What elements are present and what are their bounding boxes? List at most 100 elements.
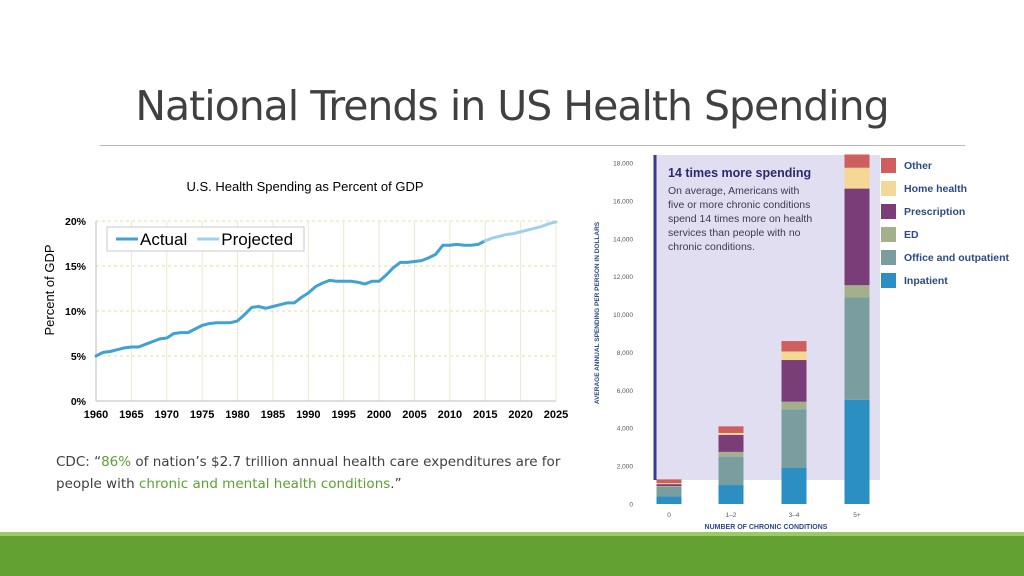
x-tick-label: 1995 <box>331 409 355 421</box>
bar-segment-home-health <box>781 351 807 361</box>
bar-chart-axes: 0 2,000 4,000 6,000 8,000 10,000 12,000 14,000 1… <box>613 161 861 520</box>
bar-legend-label: Home health <box>904 183 967 195</box>
legend-label: Projected <box>221 230 293 249</box>
bar-segment-office-and-outpatient <box>718 456 744 486</box>
bar-y-tick-label: 10,000 <box>613 312 633 319</box>
x-tick-label: 1975 <box>190 409 214 421</box>
bar-chart-ylabel: AVERAGE ANNUAL SPENDING PER PERSON IN DO… <box>594 221 601 404</box>
bar-segment-prescription <box>781 360 807 402</box>
caption-highlight-conditions: chronic and mental health conditions <box>138 476 391 492</box>
annotation-line: spend 14 times more on health <box>668 213 812 225</box>
bar-segment-inpatient <box>781 468 807 504</box>
bar-y-tick-label: 16,000 <box>613 198 633 205</box>
bar-segment-home-health <box>656 483 682 485</box>
bar-legend-swatch <box>881 250 896 265</box>
bar-segment-ed <box>718 451 744 457</box>
x-tick-label: 2000 <box>367 409 391 421</box>
bar-x-tick-label: 5+ <box>853 512 861 519</box>
bar-segment-ed <box>656 486 682 487</box>
bar-y-tick-label: 2,000 <box>617 464 634 471</box>
annotation-heading: 14 times more spending <box>668 166 811 180</box>
bar-segment-home-health <box>718 432 744 435</box>
bar-legend-swatch <box>881 273 896 288</box>
y-tick-label: 20% <box>65 216 87 228</box>
bar-chart-annotation: 14 times more spending On average, Americ… <box>668 166 812 253</box>
annotation-line: On average, Americans with <box>668 185 799 197</box>
x-tick-label: 1960 <box>84 409 108 421</box>
bar-legend-swatch <box>881 204 896 219</box>
bar-legend-label: Inpatient <box>904 275 948 287</box>
bar-segment-other <box>844 154 870 168</box>
y-tick-label: 15% <box>65 261 87 273</box>
bar-segment-office-and-outpatient <box>781 409 807 469</box>
series-line-projected <box>483 220 558 243</box>
title-divider <box>100 145 965 146</box>
line-chart-title: U.S. Health Spending as Percent of GDP <box>186 179 423 194</box>
annotation-line: services than people with no <box>668 227 801 239</box>
x-tick-label: 2015 <box>473 409 497 421</box>
y-tick-label: 5% <box>71 351 87 363</box>
legend-label: Actual <box>140 230 187 249</box>
bar-chart-annotation-background <box>655 155 880 480</box>
line-chart-ylabel: Percent of GDP <box>42 244 57 335</box>
bar-segment-home-health <box>844 167 870 189</box>
x-tick-label: 2025 <box>544 409 568 421</box>
bar-segment-prescription <box>718 434 744 452</box>
annotation-line: five or more chronic conditions <box>668 199 810 211</box>
bar-segment-inpatient <box>718 485 744 504</box>
bar-legend-swatch <box>881 158 896 173</box>
bar-segment-inpatient <box>656 496 682 504</box>
x-tick-label: 2020 <box>508 409 532 421</box>
bar-chart-legend: Other Home health Prescription ED Office and… <box>881 158 1010 288</box>
line-chart-series <box>94 220 558 358</box>
bar-x-tick-label: 3–4 <box>789 512 800 519</box>
bar-x-tick-label: 0 <box>667 512 671 519</box>
bar-y-tick-label: 8,000 <box>617 350 634 357</box>
caption-suffix: .” <box>390 476 402 492</box>
x-tick-label: 1970 <box>155 409 179 421</box>
bar-segment-inpatient <box>844 399 870 504</box>
bar-x-tick-label: 1–2 <box>726 512 737 519</box>
bar-legend-label: ED <box>904 229 919 241</box>
bar-segment-office-and-outpatient <box>844 297 870 400</box>
annotation-line: chronic conditions. <box>668 241 755 253</box>
caption-highlight-percent: 86% <box>101 454 132 470</box>
bar-segment-ed <box>844 285 870 298</box>
x-tick-label: 1965 <box>119 409 143 421</box>
x-tick-label: 2010 <box>438 409 462 421</box>
bar-y-tick-label: 0 <box>629 502 633 509</box>
line-chart-legend: Actual Projected <box>106 226 305 252</box>
caption-prefix: CDC: “ <box>56 454 102 470</box>
bar-y-tick-label: 6,000 <box>617 388 634 395</box>
series-line-actual <box>94 239 487 358</box>
footer-accent-line <box>0 532 1024 536</box>
footer-bar <box>0 536 1024 576</box>
y-tick-label: 0% <box>71 396 87 408</box>
bar-segment-office-and-outpatient <box>656 486 682 497</box>
y-tick-label: 10% <box>65 306 87 318</box>
bar-segment-other <box>656 479 682 484</box>
bar-y-tick-label: 4,000 <box>617 426 634 433</box>
bar-segment-other <box>718 426 744 433</box>
bar-segment-prescription <box>844 188 870 286</box>
bar-chart-xlabel: NUMBER OF CHRONIC CONDITIONS <box>705 524 828 531</box>
x-tick-label: 1990 <box>296 409 320 421</box>
x-tick-label: 1985 <box>261 409 285 421</box>
bar-segment-prescription <box>656 484 682 487</box>
bar-legend-label: Prescription <box>904 206 965 218</box>
line-chart-grid <box>96 220 557 401</box>
x-tick-label: 1980 <box>225 409 249 421</box>
cdc-caption: CDC: “86% of nation’s $2.7 trillion annu… <box>56 451 576 495</box>
bar-legend-label: Office and outpatient <box>904 252 1010 264</box>
bar-chart-bars <box>656 154 870 504</box>
bar-y-tick-label: 12,000 <box>613 274 633 281</box>
bar-segment-ed <box>781 401 807 410</box>
bar-legend-label: Other <box>904 160 932 172</box>
line-chart-axes: 1960 1965 1970 1975 1980 1985 1990 1995 2000 2005… <box>65 216 568 421</box>
bar-segment-other <box>781 341 807 352</box>
caption-middle: of nation’s $2.7 trillion annual health … <box>56 454 561 492</box>
x-tick-label: 2005 <box>402 409 426 421</box>
bar-y-tick-label: 14,000 <box>613 236 633 243</box>
